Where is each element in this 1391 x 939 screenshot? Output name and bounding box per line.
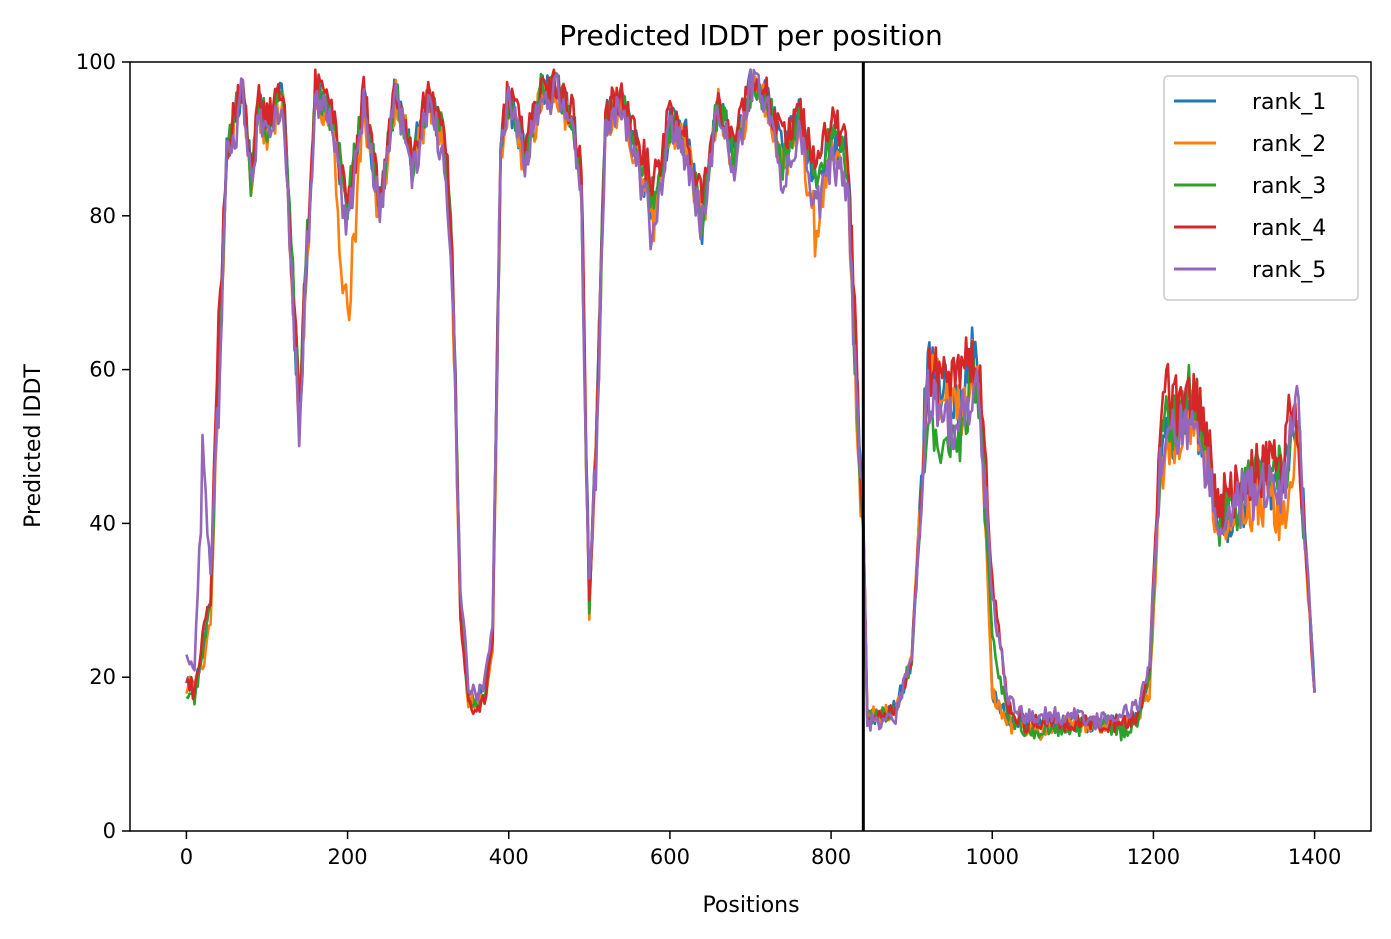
chart-title: Predicted lDDT per position [559,19,943,52]
y-axis-label: Predicted lDDT [21,364,46,528]
x-axis-label: Positions [702,893,799,918]
legend: rank_1 rank_2 rank_3 rank_4 rank_5 [1163,75,1359,301]
x-tick-label: 1200 [1127,845,1180,869]
legend-label-rank_5: rank_5 [1252,258,1326,283]
y-tick-label: 80 [89,204,116,228]
y-tick-label: 100 [76,50,116,74]
x-tick-label: 1000 [966,845,1019,869]
legend-label-rank_2: rank_2 [1252,132,1326,157]
x-tick-label: 0 [180,845,193,869]
plot-frame [129,61,1372,832]
x-tick-label: 400 [489,845,529,869]
x-tick-label: 200 [328,845,368,869]
y-tick-label: 60 [89,358,116,382]
y-tick-label: 20 [89,665,116,689]
legend-label-rank_4: rank_4 [1252,216,1326,241]
y-axis-ticks: 0 20 40 60 80 100 [76,50,130,843]
legend-label-rank_3: rank_3 [1252,174,1326,199]
x-tick-label: 600 [650,845,690,869]
y-tick-label: 40 [89,511,116,535]
x-tick-label: 1400 [1288,845,1341,869]
series-line-rank_5 [185,68,1316,732]
legend-label-rank_1: rank_1 [1252,90,1326,115]
x-axis-ticks: 0 200 400 600 800 1000 1200 1400 [180,831,1341,869]
y-tick-label: 0 [103,819,116,843]
x-tick-label: 800 [811,845,851,869]
legend-box [1163,75,1359,301]
plot-area [185,68,1316,742]
